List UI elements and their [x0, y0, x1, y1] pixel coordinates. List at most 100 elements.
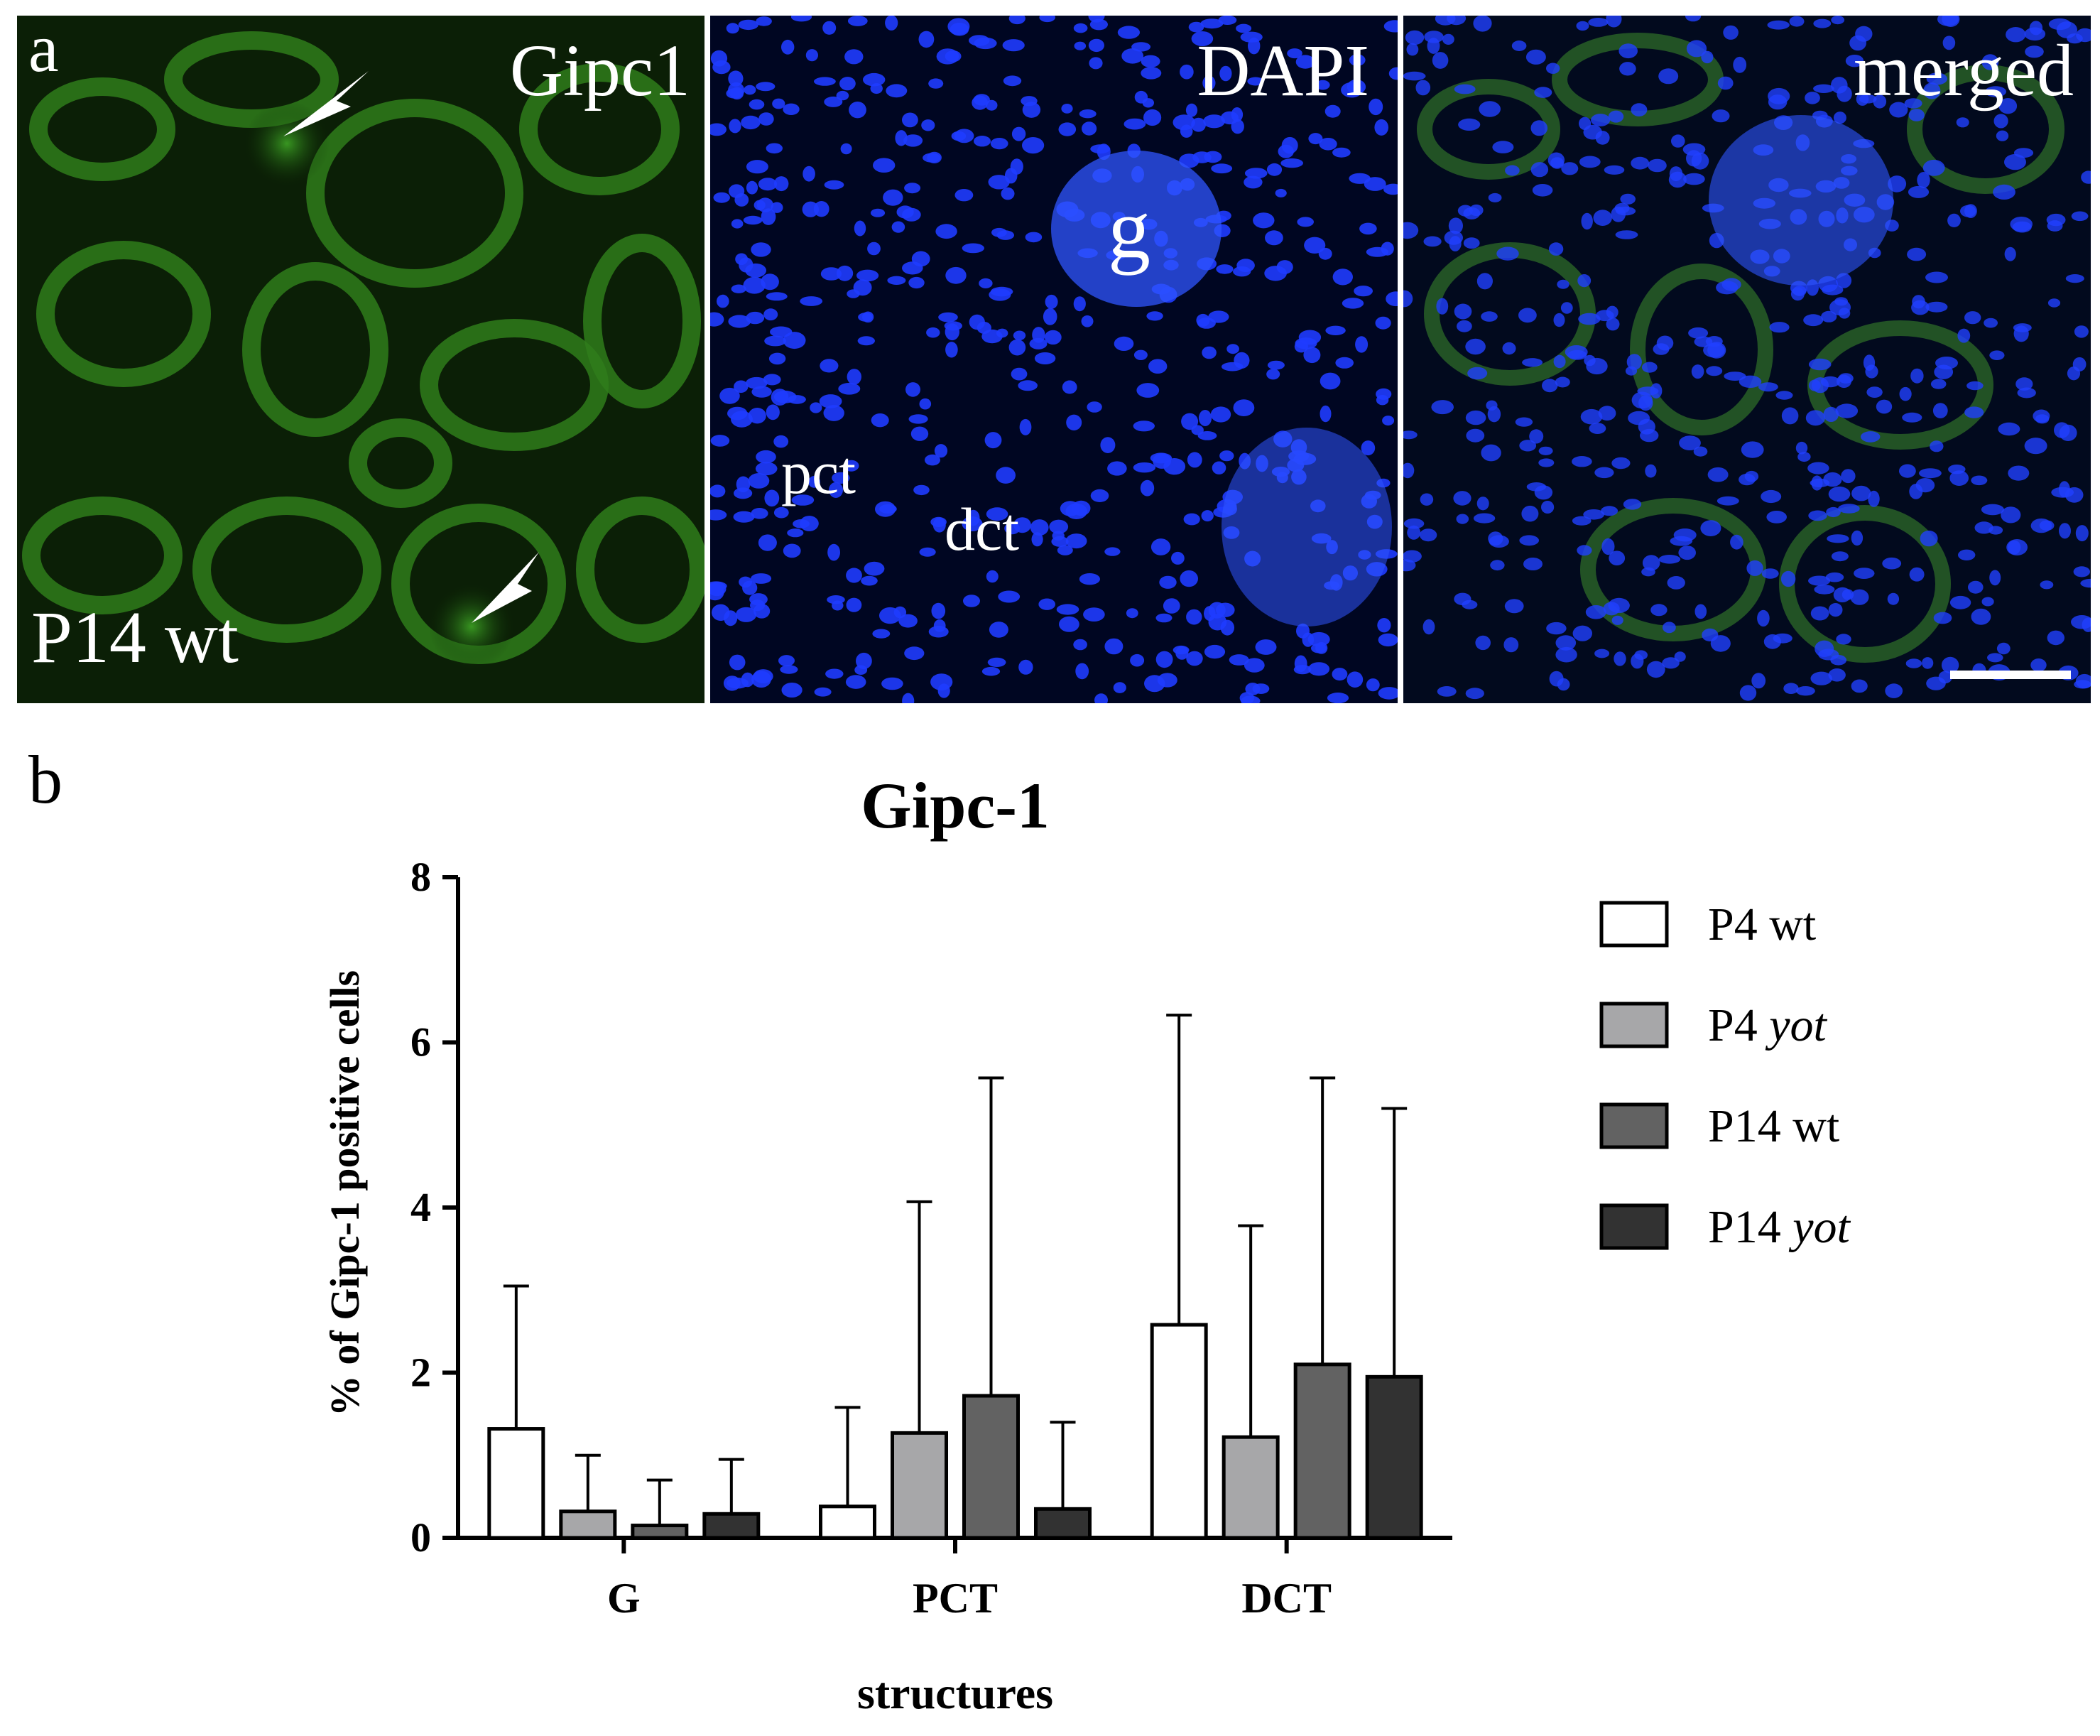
nucleus	[1796, 686, 1815, 696]
nucleus	[1560, 302, 1573, 314]
nucleus	[2029, 21, 2043, 36]
nucleus	[1937, 16, 1959, 26]
nucleus	[2006, 539, 2028, 555]
nucleus	[1828, 603, 1843, 617]
nucleus	[1611, 615, 1623, 625]
nucleus	[2071, 615, 2091, 629]
nucleus	[881, 677, 903, 690]
nucleus	[904, 646, 925, 661]
nucleus	[1079, 573, 1100, 585]
nucleus	[823, 405, 844, 421]
nucleus	[1561, 162, 1579, 175]
nucleus	[1403, 559, 1416, 572]
nucleus	[727, 406, 748, 421]
nucleus	[731, 219, 744, 229]
nucleus	[1187, 452, 1202, 468]
nucleus	[1710, 635, 1731, 652]
nucleus	[1030, 519, 1049, 536]
nucleus	[1576, 21, 1589, 31]
nucleus	[1088, 16, 1105, 23]
nucleus	[1297, 217, 1314, 227]
nucleus	[2004, 246, 2016, 261]
nucleus	[1658, 555, 1681, 564]
nucleus	[895, 130, 908, 146]
annotation-g: g	[1108, 181, 1150, 276]
nucleus	[972, 95, 989, 110]
nucleus	[1572, 516, 1592, 526]
panel-b-label: b	[28, 742, 62, 818]
nucleus	[1548, 242, 1564, 256]
nucleus	[1985, 86, 2006, 97]
nucleus	[1645, 464, 1657, 478]
nucleus	[1056, 604, 1079, 615]
nucleus	[2064, 487, 2084, 503]
nucleus	[1981, 504, 2004, 516]
nucleus	[844, 49, 864, 65]
nucleus	[1245, 683, 1261, 695]
nucleus	[1919, 468, 1942, 479]
nucleus	[872, 629, 891, 639]
nucleus	[743, 276, 766, 294]
bar	[819, 1504, 876, 1540]
nucleus	[1201, 510, 1214, 522]
nucleus	[1703, 342, 1725, 358]
nucleus	[988, 175, 1010, 190]
nucleus	[846, 597, 862, 612]
nucleus	[918, 31, 935, 48]
nucleus	[1838, 373, 1854, 384]
nucleus	[843, 460, 859, 472]
nucleus	[1114, 336, 1134, 351]
bar	[487, 1427, 545, 1540]
nucleus	[891, 221, 905, 233]
nucleus	[1930, 379, 1947, 389]
nucleus	[1851, 485, 1871, 501]
nucleus	[2040, 580, 2054, 590]
nucleus	[1815, 640, 1834, 657]
nucleus	[1547, 152, 1565, 168]
y-tick-label: 4	[410, 1184, 431, 1230]
nucleus	[981, 666, 1001, 676]
nucleus	[951, 131, 967, 141]
nucleus	[1904, 98, 1922, 109]
nucleus	[1382, 416, 1395, 426]
nucleus	[1492, 141, 1514, 153]
nucleus	[728, 70, 744, 87]
nucleus	[2047, 298, 2061, 308]
nucleus	[963, 595, 980, 607]
nucleus	[1768, 94, 1788, 110]
nucleus	[1996, 642, 2011, 655]
nucleus	[1377, 618, 1391, 633]
nucleus	[1620, 193, 1636, 205]
nucleus	[1626, 354, 1642, 370]
nucleus	[1638, 395, 1653, 411]
nucleus	[1693, 446, 1708, 457]
nucleus	[710, 509, 727, 521]
nucleus	[1180, 64, 1194, 80]
nucleus	[1325, 325, 1346, 335]
nucleus	[1813, 18, 1832, 28]
nucleus	[1688, 327, 1709, 339]
nucleus	[745, 263, 766, 278]
nucleus	[1200, 18, 1224, 29]
nucleus	[2075, 525, 2089, 542]
nucleus	[1415, 80, 1431, 96]
green-tissue-image	[17, 16, 704, 703]
nucleus	[1642, 555, 1660, 571]
nucleus	[1899, 386, 1912, 401]
nucleus	[1327, 693, 1349, 703]
nucleus	[1141, 55, 1160, 67]
nucleus	[1912, 295, 1925, 309]
nucleus	[845, 675, 866, 689]
nucleus	[1432, 52, 1449, 69]
nucleus	[1830, 655, 1847, 666]
nucleus	[751, 386, 772, 398]
nucleus	[1038, 598, 1055, 610]
nucleus	[1519, 440, 1537, 452]
blue-nuclei-image	[710, 16, 1398, 703]
nucleus	[1823, 406, 1839, 423]
nucleus	[1861, 431, 1881, 443]
nucleus	[1981, 597, 1994, 607]
nucleus	[1266, 163, 1283, 176]
nucleus	[1403, 430, 1418, 440]
nucleus	[1947, 213, 1961, 227]
